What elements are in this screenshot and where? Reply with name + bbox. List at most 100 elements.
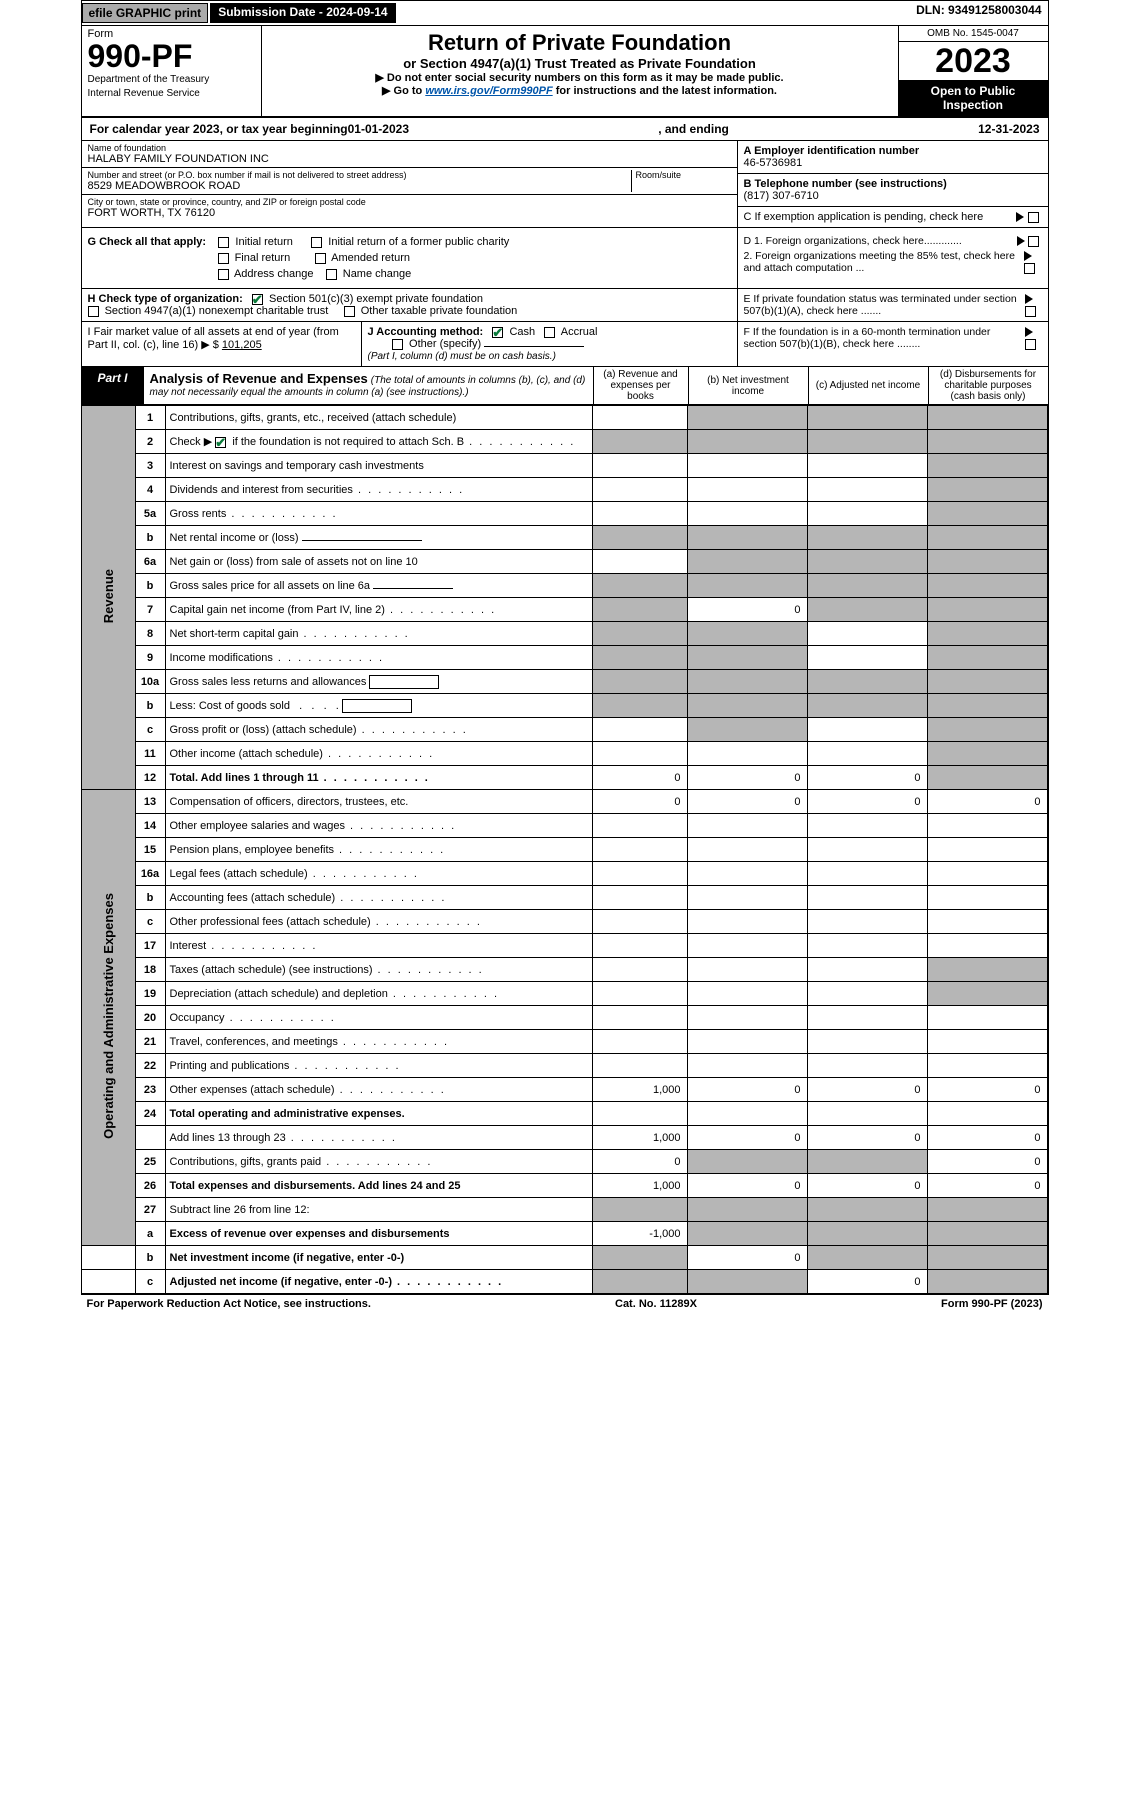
tax-year: 2023 <box>899 42 1048 80</box>
row-25-desc: Contributions, gifts, grants paid <box>165 1150 592 1174</box>
501c3-label: Section 501(c)(3) exempt private foundat… <box>269 293 483 305</box>
part1-header: Part I Analysis of Revenue and Expenses … <box>82 367 1048 405</box>
val-12b: 0 <box>687 766 807 790</box>
ein-value: 46-5736981 <box>744 157 803 169</box>
form-number: 990-PF <box>88 40 255 72</box>
name-change-checkbox[interactable] <box>326 269 337 280</box>
row-15-desc: Pension plans, employee benefits <box>165 838 592 862</box>
row-21-desc: Travel, conferences, and meetings <box>165 1030 592 1054</box>
row-19-desc: Depreciation (attach schedule) and deple… <box>165 982 592 1006</box>
top-bar: efile GRAPHIC print Submission Date - 20… <box>82 1 1048 26</box>
f-checkbox[interactable] <box>1025 339 1036 350</box>
paperwork-notice: For Paperwork Reduction Act Notice, see … <box>87 1298 371 1310</box>
triangle-icon <box>1017 236 1025 246</box>
name-label: Name of foundation <box>88 143 731 153</box>
room-label: Room/suite <box>636 170 731 180</box>
ssn-warning: ▶ Do not enter social security numbers o… <box>270 71 890 84</box>
h-label: H Check type of organization: <box>88 293 243 305</box>
tel-value: (817) 307-6710 <box>744 190 819 202</box>
revenue-sidetab: Revenue <box>101 569 116 623</box>
row-7-desc: Capital gain net income (from Part IV, l… <box>165 598 592 622</box>
initial-former-checkbox[interactable] <box>311 237 322 248</box>
row-27-desc: Subtract line 26 from line 12: <box>165 1198 592 1222</box>
row-10b-desc: Less: Cost of goods sold . . . . <box>165 694 592 718</box>
irs-text: Internal Revenue Service <box>88 88 255 100</box>
row-26-desc: Total expenses and disbursements. Add li… <box>165 1174 592 1198</box>
part1-badge: Part I <box>82 367 144 404</box>
part1-title: Analysis of Revenue and Expenses <box>150 371 368 386</box>
val-7b: 0 <box>687 598 807 622</box>
val-12c: 0 <box>807 766 927 790</box>
row-27c-desc: Adjusted net income (if negative, enter … <box>165 1270 592 1294</box>
form-footer: Form 990-PF (2023) <box>941 1298 1042 1310</box>
e-checkbox[interactable] <box>1025 306 1036 317</box>
cash-checkbox[interactable] <box>492 327 503 338</box>
other-method-label: Other (specify) <box>409 338 481 350</box>
val-24c: 0 <box>807 1126 927 1150</box>
submission-date-badge: Submission Date - 2024-09-14 <box>210 3 395 23</box>
val-27c: 0 <box>807 1270 927 1294</box>
row-8-desc: Net short-term capital gain <box>165 622 592 646</box>
triangle-icon <box>1024 251 1032 261</box>
form-title: Return of Private Foundation <box>270 30 890 56</box>
val-13a: 0 <box>592 790 687 814</box>
foundation-name: HALABY FAMILY FOUNDATION INC <box>88 153 269 165</box>
val-25d: 0 <box>927 1150 1047 1174</box>
val-13b: 0 <box>687 790 807 814</box>
row-10a-desc: Gross sales less returns and allowances <box>165 670 592 694</box>
row-16b-desc: Accounting fees (attach schedule) <box>165 886 592 910</box>
row-3-desc: Interest on savings and temporary cash i… <box>165 454 592 478</box>
4947a1-label: Section 4947(a)(1) nonexempt charitable … <box>105 305 329 317</box>
col-d-header: (d) Disbursements for charitable purpose… <box>928 367 1048 404</box>
f-label: F If the foundation is in a 60-month ter… <box>744 326 1026 350</box>
final-return-checkbox[interactable] <box>218 253 229 264</box>
other-taxable-checkbox[interactable] <box>344 306 355 317</box>
j-note: (Part I, column (d) must be on cash basi… <box>368 351 556 362</box>
final-return-label: Final return <box>235 252 291 264</box>
form-subtitle: or Section 4947(a)(1) Trust Treated as P… <box>270 56 890 71</box>
irs-link[interactable]: www.irs.gov/Form990PF <box>425 85 552 97</box>
triangle-icon <box>1016 212 1024 222</box>
ein-label: A Employer identification number <box>744 145 920 157</box>
val-13c: 0 <box>807 790 927 814</box>
section-h-e: H Check type of organization: Section 50… <box>82 289 1048 322</box>
section-g-d: G Check all that apply: Initial return I… <box>82 228 1048 289</box>
row-12-desc: Total. Add lines 1 through 11 <box>165 766 592 790</box>
initial-return-checkbox[interactable] <box>218 237 229 248</box>
c-pending-label: C If exemption application is pending, c… <box>744 211 984 223</box>
initial-return-label: Initial return <box>235 236 292 248</box>
g-label: G Check all that apply: <box>88 236 207 248</box>
4947a1-checkbox[interactable] <box>88 306 99 317</box>
d2-checkbox[interactable] <box>1024 263 1035 274</box>
accrual-label: Accrual <box>561 326 598 338</box>
foundation-info: Name of foundation HALABY FAMILY FOUNDAT… <box>82 141 1048 228</box>
row-16c-desc: Other professional fees (attach schedule… <box>165 910 592 934</box>
val-24a: 1,000 <box>592 1126 687 1150</box>
other-taxable-label: Other taxable private foundation <box>361 305 518 317</box>
row-5b-desc: Net rental income or (loss) <box>165 526 592 550</box>
schB-checkbox[interactable] <box>215 437 226 448</box>
efile-print-button[interactable]: efile GRAPHIC print <box>82 3 209 23</box>
amended-return-label: Amended return <box>331 252 410 264</box>
other-method-checkbox[interactable] <box>392 339 403 350</box>
row-18-desc: Taxes (attach schedule) (see instruction… <box>165 958 592 982</box>
val-23b: 0 <box>687 1078 807 1102</box>
row-27b-desc: Net investment income (if negative, ente… <box>165 1246 592 1270</box>
omb-number: OMB No. 1545-0047 <box>899 26 1048 42</box>
val-26d: 0 <box>927 1174 1047 1198</box>
501c3-checkbox[interactable] <box>252 294 263 305</box>
goto-note: ▶ Go to www.irs.gov/Form990PF for instru… <box>270 84 890 97</box>
year-begin: 01-01-2023 <box>348 122 409 136</box>
d1-checkbox[interactable] <box>1028 236 1039 247</box>
row-22-desc: Printing and publications <box>165 1054 592 1078</box>
address-change-label: Address change <box>234 268 314 280</box>
form-header: Form 990-PF Department of the Treasury I… <box>82 26 1048 118</box>
accrual-checkbox[interactable] <box>544 327 555 338</box>
dept-text: Department of the Treasury <box>88 74 255 86</box>
city-label: City or town, state or province, country… <box>88 197 731 207</box>
address-change-checkbox[interactable] <box>218 269 229 280</box>
val-23c: 0 <box>807 1078 927 1102</box>
c-pending-checkbox[interactable] <box>1028 212 1039 223</box>
amended-return-checkbox[interactable] <box>315 253 326 264</box>
val-26b: 0 <box>687 1174 807 1198</box>
